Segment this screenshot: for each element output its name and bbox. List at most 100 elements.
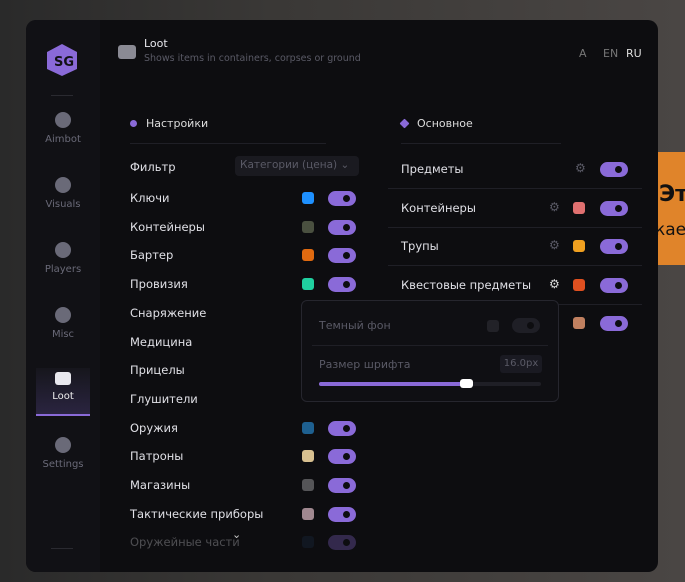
sidebar-item-label: Aimbot: [45, 134, 81, 145]
filter-label: Фильтр: [130, 160, 176, 174]
list-item-label: Бартер: [130, 248, 174, 263]
color-swatch[interactable]: [302, 278, 314, 291]
enable-toggle[interactable]: [600, 277, 628, 293]
enable-toggle[interactable]: [328, 506, 356, 522]
list-item-label: Патроны: [130, 449, 184, 464]
dark-bg-toggle[interactable]: [512, 318, 540, 333]
lang-ru[interactable]: RU: [626, 47, 642, 60]
list-item-label: Контейнеры: [401, 200, 476, 215]
divider: [51, 95, 73, 96]
color-swatch[interactable]: [302, 450, 314, 463]
sidebar: SG Aimbot Visuals Players Misc Loot Settings: [26, 20, 100, 572]
diamond-icon: [399, 118, 410, 129]
color-swatch[interactable]: [302, 479, 314, 491]
list-item-label: Провизия: [130, 277, 188, 292]
gear-icon[interactable]: ⚙: [575, 161, 586, 175]
filter-value: Категории (цена): [240, 159, 338, 171]
list-item-label: Прицелы: [130, 363, 185, 378]
list-item-label: Контейнеры: [130, 219, 205, 234]
section-title: Основное: [417, 117, 473, 130]
section-title: Настройки: [146, 117, 209, 130]
enable-toggle[interactable]: [328, 191, 356, 206]
enable-toggle[interactable]: [328, 219, 356, 235]
sidebar-item-misc[interactable]: Misc: [36, 303, 90, 351]
list-item-label: Ключи: [130, 191, 170, 205]
divider: [130, 143, 326, 144]
color-swatch[interactable]: [573, 240, 585, 252]
enable-toggle[interactable]: [600, 200, 628, 216]
enable-toggle[interactable]: [328, 420, 356, 436]
background-banner: Эт кае: [657, 152, 685, 265]
briefcase-icon: [55, 372, 71, 385]
filter-select[interactable]: Категории (цена) ⌄: [235, 156, 359, 176]
dark-bg-label: Темный фон: [319, 319, 391, 332]
settings-section-title: Настройки: [130, 117, 208, 130]
gear-icon[interactable]: ⚙: [549, 238, 560, 252]
sidebar-item-players[interactable]: Players: [36, 238, 90, 286]
sidebar-item-label: Players: [44, 264, 82, 275]
banner-text: кае: [657, 220, 685, 240]
divider: [388, 226, 642, 228]
sidebar-item-label: Loot: [52, 391, 74, 402]
list-item-label: Снаряжение: [130, 305, 207, 320]
sidebar-item-visuals[interactable]: Visuals: [36, 173, 90, 221]
briefcase-icon: [118, 45, 136, 59]
enable-toggle[interactable]: [600, 162, 628, 177]
banner-text: Эт: [659, 182, 685, 207]
font-size-value[interactable]: 16.0px: [500, 355, 542, 373]
list-item-label: Магазины: [130, 478, 191, 492]
enable-toggle[interactable]: [600, 239, 628, 254]
color-swatch[interactable]: [302, 421, 314, 434]
list-item-label: Оружейные части: [130, 535, 240, 550]
sidebar-item-loot[interactable]: Loot: [36, 368, 90, 416]
list-item-label: Медицина: [130, 334, 193, 349]
enable-toggle[interactable]: [328, 248, 356, 264]
divider: [388, 265, 642, 266]
color-swatch[interactable]: [302, 536, 314, 549]
color-swatch[interactable]: [302, 507, 314, 520]
logo: SG: [47, 44, 77, 76]
color-swatch[interactable]: [573, 278, 585, 291]
slider-fill: [319, 382, 466, 386]
color-swatch[interactable]: [302, 192, 314, 204]
vr-icon: [55, 177, 71, 193]
sidebar-item-aimbot[interactable]: Aimbot: [36, 108, 90, 156]
color-swatch[interactable]: [573, 201, 585, 214]
enable-toggle[interactable]: [328, 535, 356, 551]
slider-thumb[interactable]: [459, 379, 473, 388]
enable-toggle[interactable]: [328, 478, 356, 493]
sidebar-item-label: Settings: [42, 459, 84, 470]
gear-icon[interactable]: ⚙: [549, 199, 560, 214]
enable-toggle[interactable]: [328, 277, 356, 293]
list-icon: [55, 437, 71, 453]
chevron-down-icon[interactable]: ⌄: [232, 528, 242, 541]
users-icon: [55, 242, 71, 258]
gear-icon: [130, 120, 137, 127]
lang-en[interactable]: EN: [603, 47, 619, 60]
dots-icon: [55, 307, 71, 323]
divider: [51, 548, 73, 549]
list-item-label: Глушители: [130, 391, 198, 406]
dark-bg-color[interactable]: [487, 320, 499, 332]
divider: [388, 188, 642, 189]
color-swatch[interactable]: [573, 317, 585, 329]
color-swatch[interactable]: [302, 249, 314, 262]
page-subtitle: Shows items in containers, corpses or gr…: [144, 53, 361, 64]
loot-window: SG Aimbot Visuals Players Misc Loot Settings …: [26, 20, 658, 572]
color-swatch[interactable]: [302, 220, 314, 233]
translate-icon[interactable]: A: [579, 47, 587, 60]
divider: [401, 143, 561, 144]
divider: [312, 345, 548, 346]
font-size-slider[interactable]: [319, 379, 541, 388]
settings-popup: Темный фон Размер шрифта 16.0px: [301, 300, 559, 402]
list-item-label: Трупы: [401, 239, 439, 253]
list-item-label: Предметы: [401, 162, 464, 176]
page-title: Loot: [144, 37, 168, 50]
enable-toggle[interactable]: [600, 316, 628, 331]
list-item-label: Оружия: [130, 420, 178, 435]
gear-icon[interactable]: ⚙: [549, 276, 560, 291]
alien-icon: [55, 112, 71, 128]
sidebar-item-label: Misc: [51, 329, 75, 340]
sidebar-item-settings[interactable]: Settings: [36, 433, 90, 481]
enable-toggle[interactable]: [328, 449, 356, 465]
